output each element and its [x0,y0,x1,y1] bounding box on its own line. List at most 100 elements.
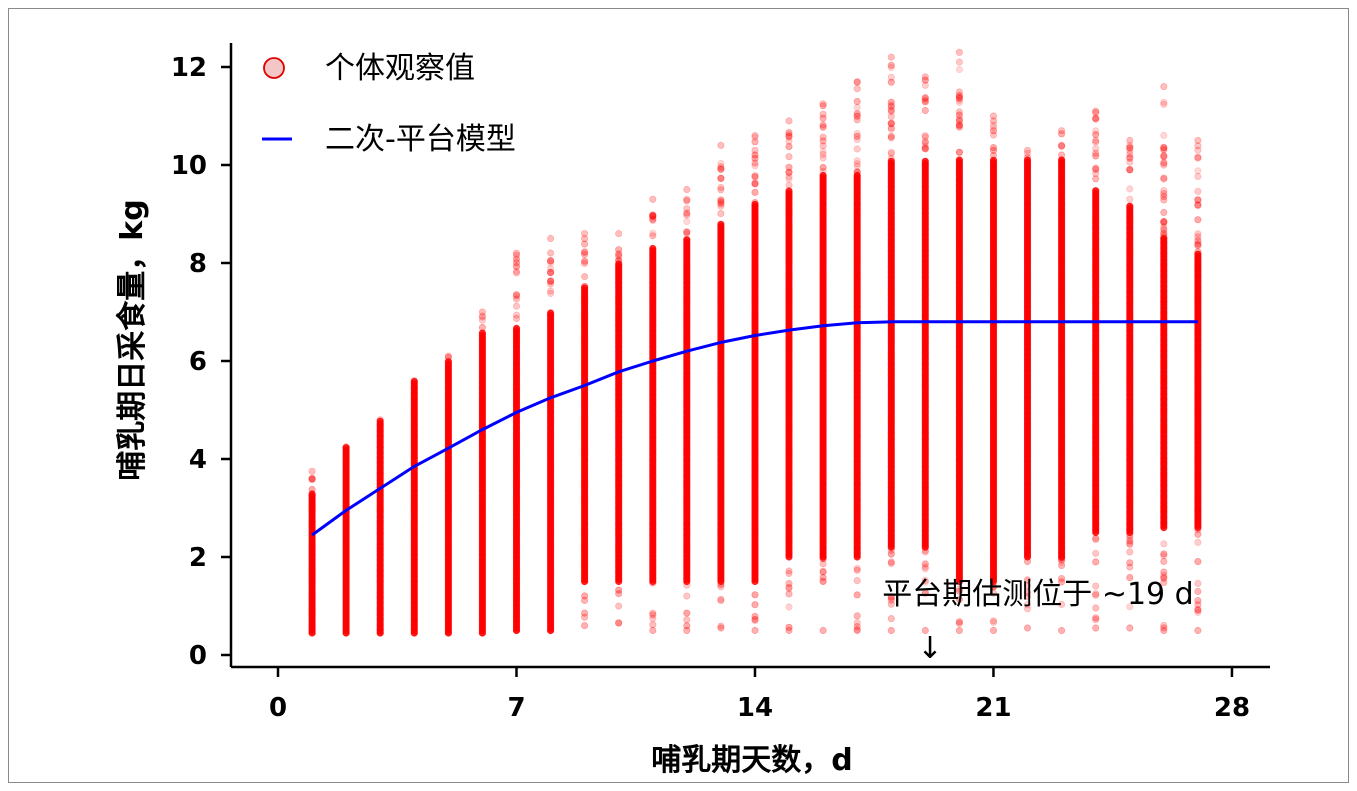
observation-point [580,235,589,243]
scatter-points [308,48,1202,637]
observation-point [1126,166,1134,174]
observation-point [1160,626,1168,635]
observation-point [1058,127,1066,135]
observation-point [649,614,657,623]
observation-point [649,244,657,253]
observation-point [785,583,793,591]
observation-point [955,108,964,116]
observation-point [921,73,929,81]
observation-point [478,308,486,316]
observation-point [1126,539,1134,547]
observation-point [1058,626,1066,635]
observation-point [649,621,657,629]
observation-point [1023,146,1032,154]
observation-point [1126,202,1134,210]
observation-point [751,626,759,635]
observation-point [1160,174,1168,182]
observation-point [580,257,589,265]
observation-point [887,107,895,116]
observation-point [853,132,861,140]
observation-point [1160,98,1168,107]
observation-point [1126,144,1134,152]
observation-point [1126,624,1134,632]
observation-point [921,139,929,147]
observation-point [376,417,384,425]
observation-point [1058,151,1066,159]
observation-point [1160,208,1168,217]
observation-point [751,615,759,624]
observation-point [615,619,623,627]
observation-point [853,103,861,111]
observation-point [478,323,486,332]
observation-point [512,251,521,259]
observation-point [785,143,793,151]
observation-point [546,234,555,243]
observation-point [580,283,589,291]
observation-point [512,249,521,257]
observation-point [410,629,418,637]
observation-point [308,467,316,475]
observation-point [1160,190,1168,198]
observation-point [683,185,691,194]
observation-point [819,121,827,129]
observation-point [546,256,555,265]
observation-point [1126,195,1134,203]
observation-point [785,626,793,635]
observation-point [580,250,589,258]
observation-point [580,240,589,248]
observation-point [1194,187,1202,195]
observation-point [1092,114,1100,122]
observation-point [751,132,759,140]
observation-point [615,252,623,260]
observation-point [955,122,964,130]
x-axis-title: 哺乳期天数，d [651,743,852,778]
observation-point [1092,534,1100,543]
x-tick-label: 0 [269,693,287,723]
observation-point [717,175,725,183]
observation-point [546,277,555,285]
observation-point [580,230,589,238]
observation-point [717,583,725,591]
observation-point [1160,146,1168,154]
observation-point [478,312,486,320]
observation-point [819,163,827,172]
observation-point [887,98,895,106]
observation-point [580,609,589,617]
observation-point [887,558,895,566]
observation-point [512,302,521,310]
observation-point [717,220,725,228]
observation-point [887,61,895,69]
observation-point [580,284,589,292]
y-tick-label: 6 [189,347,207,377]
y-tick-label: 2 [189,543,207,573]
observation-point [887,132,895,140]
observation-point [853,162,861,170]
observation-point [1023,153,1032,161]
observation-point [1160,540,1168,548]
observation-point [1092,149,1100,157]
observation-point [512,262,521,271]
observation-point [989,626,998,635]
observation-point [887,125,895,133]
observation-point [819,560,827,568]
observation-point [819,110,827,118]
observation-point [546,259,555,267]
observation-point [683,205,691,213]
observation-point [1160,83,1168,91]
observation-point [512,311,521,319]
observation-point [580,592,589,600]
observation-point [1194,538,1202,547]
observation-point [615,586,623,594]
observation-point [887,614,895,623]
observation-point [580,613,589,621]
observation-point [1160,226,1168,234]
observation-point [649,609,657,617]
observation-point [342,629,350,637]
observation-point [478,316,486,324]
observation-point [751,198,759,207]
observation-point [819,133,827,141]
observation-point [1058,555,1066,564]
observation-point [683,197,691,205]
observation-point [853,145,861,153]
observation-point [615,602,623,610]
